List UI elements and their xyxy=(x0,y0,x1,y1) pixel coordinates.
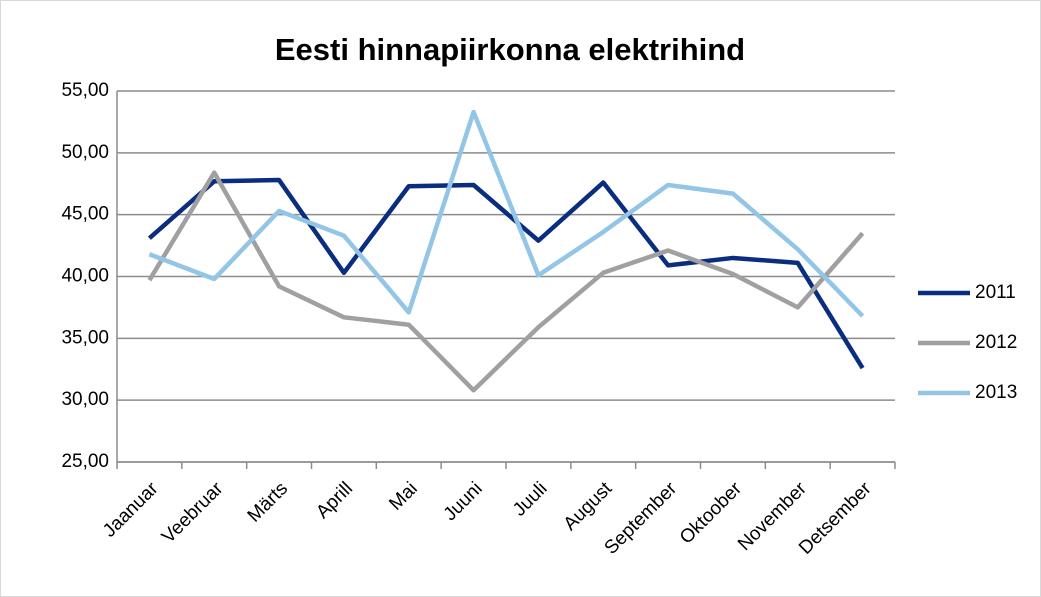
legend-label: 2012 xyxy=(975,332,1017,353)
y-tick-label: 50,00 xyxy=(61,142,109,163)
y-tick-label: 40,00 xyxy=(61,266,109,287)
legend-label: 2013 xyxy=(975,382,1017,403)
series-line xyxy=(147,177,865,370)
legend-label: 2011 xyxy=(975,282,1016,303)
y-tick-label: 35,00 xyxy=(61,327,109,348)
series-line xyxy=(148,109,865,318)
series-line xyxy=(147,170,865,393)
y-tick-label: 25,00 xyxy=(61,451,109,472)
y-tick-label: 30,00 xyxy=(61,389,109,410)
y-tick-label: 45,00 xyxy=(61,204,109,225)
y-tick-label: 55,00 xyxy=(61,80,109,101)
chart-title: Eesti hinnapiirkonna elektrihind xyxy=(275,32,745,67)
